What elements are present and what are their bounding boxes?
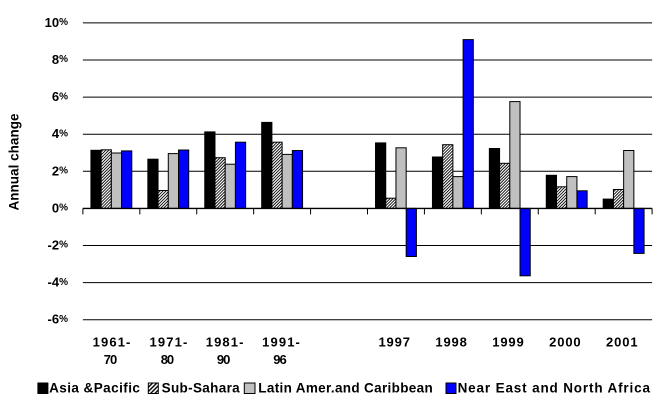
svg-text:Asia &Pacific: Asia &Pacific: [49, 381, 140, 396]
svg-text:1998: 1998: [435, 334, 467, 349]
svg-text:96: 96: [273, 352, 286, 367]
svg-text:6%: 6%: [52, 89, 68, 104]
svg-text:90: 90: [217, 352, 230, 367]
svg-text:1961-: 1961-: [93, 334, 131, 349]
svg-text:1999: 1999: [492, 334, 524, 349]
svg-text:80: 80: [161, 352, 174, 367]
svg-text:Near East and North Africa: Near East and North Africa: [458, 381, 651, 396]
svg-text:8%: 8%: [52, 52, 68, 67]
svg-text:0%: 0%: [52, 200, 68, 215]
svg-text:1981-: 1981-: [206, 334, 244, 349]
svg-text:4%: 4%: [52, 126, 68, 141]
svg-text:-6%: -6%: [48, 312, 69, 327]
svg-text:-4%: -4%: [48, 275, 69, 290]
svg-text:10%: 10%: [45, 15, 68, 30]
svg-text:Annual change: Annual change: [6, 113, 21, 210]
svg-text:Sub-Sahara: Sub-Sahara: [162, 381, 241, 396]
svg-text:70: 70: [104, 352, 117, 367]
svg-text:Latin Amer.and Caribbean: Latin Amer.and Caribbean: [258, 381, 432, 396]
svg-text:1997: 1997: [378, 334, 410, 349]
svg-text:-2%: -2%: [48, 238, 69, 253]
svg-text:1971-: 1971-: [150, 334, 188, 349]
svg-text:2%: 2%: [52, 163, 68, 178]
svg-text:2000: 2000: [549, 334, 581, 349]
svg-text:1991-: 1991-: [262, 334, 300, 349]
svg-text:2001: 2001: [606, 334, 638, 349]
